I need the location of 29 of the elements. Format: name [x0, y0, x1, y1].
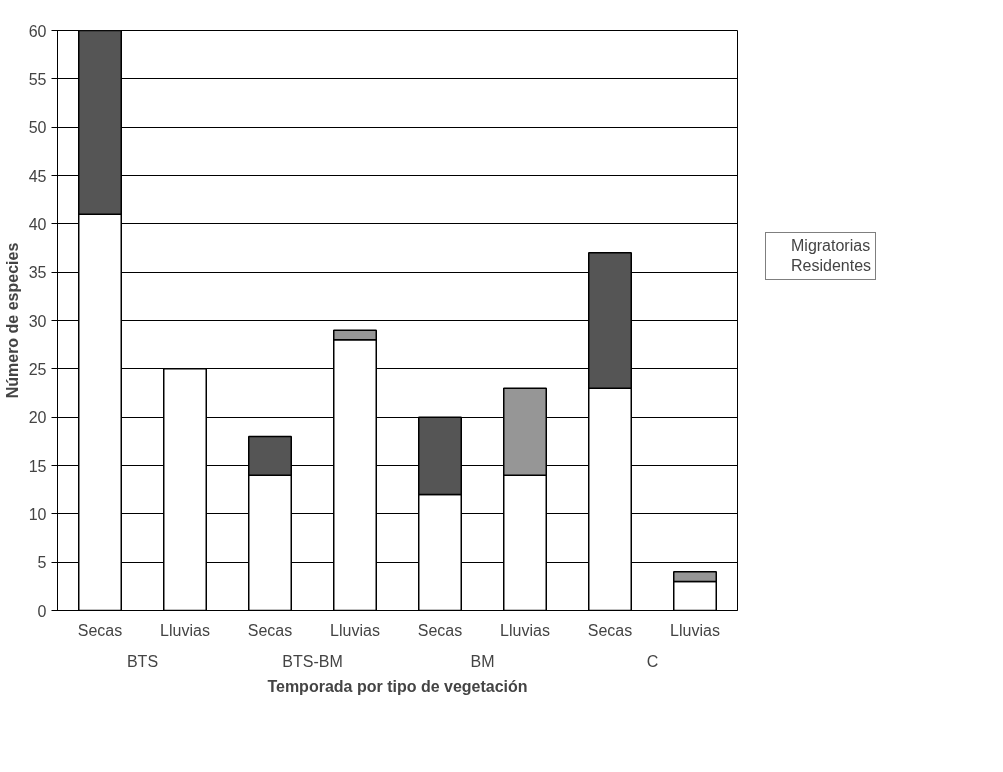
text: BTS	[126, 652, 159, 670]
x-tick-label: Secas	[417, 621, 463, 639]
y-tick-label: 10	[28, 505, 47, 523]
x-tick-label: Secas	[587, 621, 633, 639]
text: Migratorias	[791, 237, 871, 255]
y-tick-label: 45	[28, 167, 47, 185]
y-tick-label: 0	[37, 602, 47, 620]
x-tick-label: Lluvias	[160, 621, 210, 639]
text: BTS-BM	[282, 652, 343, 670]
x-tick-label: Lluvias	[500, 621, 550, 639]
y-tick-label: 50	[28, 119, 47, 137]
y-tick-label: 5	[37, 554, 47, 572]
y-tick-label: 25	[28, 360, 47, 378]
y-tick-label: 15	[28, 457, 47, 475]
text: Residentes	[791, 257, 872, 275]
x-tick-label: Lluvias	[330, 621, 380, 639]
y-axis-title: Número de especies	[3, 242, 21, 399]
y-tick-label: 20	[28, 409, 47, 427]
text: C	[646, 652, 659, 670]
y-tick-label: 55	[28, 70, 47, 88]
text: BM	[470, 652, 495, 670]
x-tick-label: Secas	[77, 621, 123, 639]
y-tick-label: 30	[28, 312, 47, 330]
x-axis-title: Temporada por tipo de vegetación	[267, 677, 528, 695]
y-tick-label: 40	[28, 215, 47, 233]
x-tick-label: Secas	[247, 621, 293, 639]
x-tick-label: Lluvias	[670, 621, 720, 639]
y-tick-label: 60	[28, 22, 47, 40]
y-tick-label: 35	[28, 264, 47, 282]
